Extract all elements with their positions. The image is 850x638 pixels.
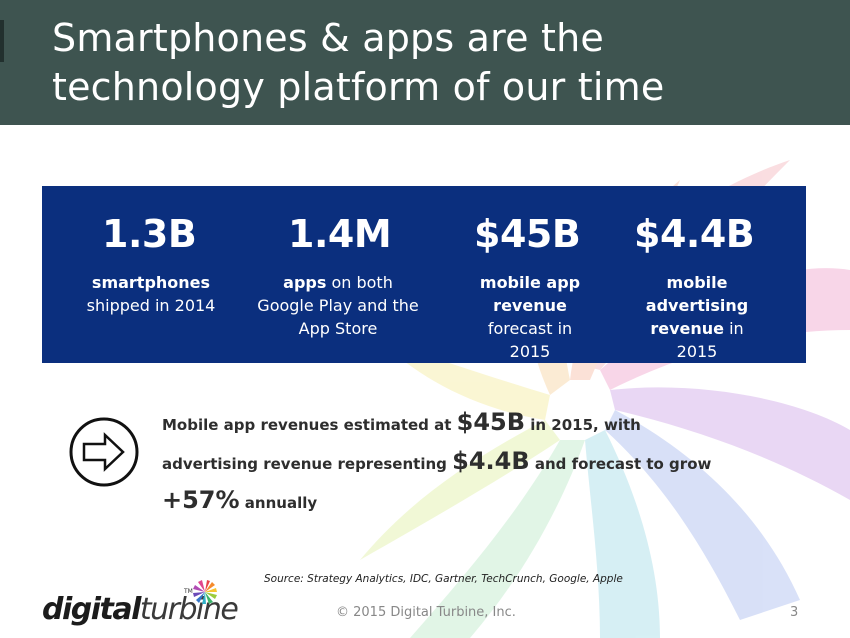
logo-word-light: turbine — [139, 592, 239, 627]
stat-rest-label: forecast in 2015 — [487, 319, 573, 361]
summary-highlight-ad-revenue: $4.4B — [452, 447, 530, 475]
slide-title: Smartphones & apps are the technology pl… — [52, 14, 664, 112]
stat-value: $45B — [474, 212, 581, 256]
summary-text: in 2015, with — [525, 416, 641, 434]
stat-bold-label: mobile advertising revenue — [645, 273, 749, 338]
stat-app-revenue: $45B mobile app revenue forecast in 2015 — [470, 212, 590, 363]
logo-trademark: TM — [184, 588, 193, 595]
stat-bold-label: smartphones — [91, 273, 211, 292]
key-stats-panel: 1.3B smartphones shipped in 2014 1.4M ap… — [42, 186, 806, 363]
stat-value: 1.4M — [288, 212, 392, 256]
summary-highlight-app-revenue: $45B — [456, 408, 526, 436]
source-citation: Source: Strategy Analytics, IDC, Gartner… — [264, 573, 623, 585]
stat-rest-label: in 2015 — [676, 319, 744, 361]
logo-wordmark: digitalturbine — [42, 592, 239, 627]
summary-text: advertising revenue representing — [162, 455, 453, 473]
slide-title-line-2: technology platform of our time — [52, 65, 665, 109]
title-bar: Smartphones & apps are the technology pl… — [0, 0, 850, 125]
stat-description: mobile app revenue forecast in 2015 — [470, 271, 590, 363]
summary-highlight-growth: +57% — [162, 486, 240, 514]
stat-description: apps on both Google Play and the App Sto… — [254, 271, 422, 340]
stat-bold-label: apps — [283, 273, 327, 292]
slide-title-line-1: Smartphones & apps are the — [52, 16, 604, 60]
stat-value: $4.4B — [634, 212, 755, 256]
stat-smartphones: 1.3B smartphones shipped in 2014 — [72, 212, 230, 317]
copyright-notice: © 2015 Digital Turbine, Inc. — [336, 605, 516, 620]
stat-rest-label: on both Google Play and the App Store — [257, 273, 419, 338]
stat-description: mobile advertising revenue in 2015 — [632, 271, 762, 363]
right-arrow-circle-icon — [69, 417, 139, 487]
stat-bold-label: mobile app revenue — [479, 273, 581, 315]
stat-value: 1.3B — [102, 212, 197, 256]
logo-word-bold: digital — [42, 592, 141, 627]
summary-text: and forecast to grow — [529, 455, 712, 473]
title-accent-bar — [0, 20, 4, 62]
slide-footer: © 2015 Digital Turbine, Inc. 3 — [0, 605, 850, 638]
summary-text: annually — [239, 494, 318, 512]
stat-description: smartphones shipped in 2014 — [72, 271, 230, 317]
page-number: 3 — [790, 605, 799, 620]
stat-rest-label: shipped in 2014 — [86, 296, 216, 315]
turbine-swirl-icon — [193, 580, 217, 604]
stat-apps: 1.4M apps on both Google Play and the Ap… — [254, 212, 422, 340]
summary-text: Mobile app revenues estimated at — [162, 416, 457, 434]
stat-ad-revenue: $4.4B mobile advertising revenue in 2015 — [632, 212, 762, 363]
summary-statement: Mobile app revenues estimated at $45B in… — [162, 404, 792, 521]
